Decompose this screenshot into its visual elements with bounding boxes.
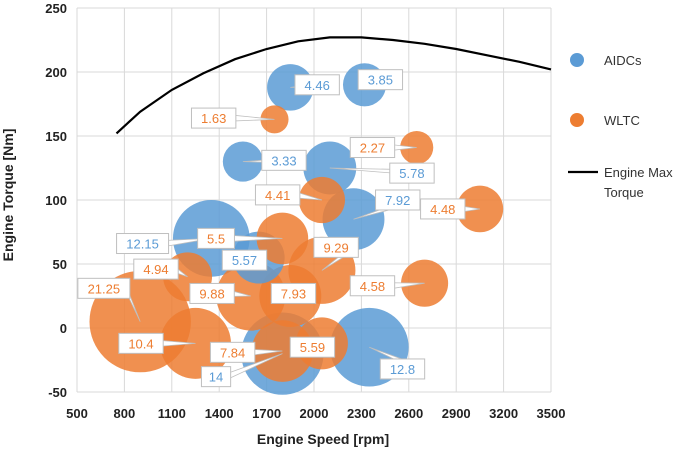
- data-label: 3.33: [271, 153, 296, 168]
- max-torque-line-group: [115, 36, 552, 135]
- data-label-box: [289, 336, 336, 358]
- data-label-box: [77, 277, 131, 299]
- data-label-box: [190, 107, 237, 129]
- data-label-box: [349, 137, 396, 159]
- data-label-box: [118, 332, 164, 354]
- data-label-box: [189, 282, 235, 304]
- tick-labels: 500 800 1100 1400 1700 2000 2300 2600 2900 3200 35…: [45, 1, 565, 421]
- x-tick-label: 2900: [442, 406, 471, 421]
- data-label: 3.85: [368, 73, 393, 88]
- data-label-box: [313, 236, 359, 258]
- data-label: 7.93: [281, 286, 306, 301]
- data-label-box: [200, 366, 232, 388]
- data-label: 5.59: [300, 340, 325, 355]
- data-label: 5.5: [207, 231, 225, 246]
- x-tick-label: 2300: [347, 406, 376, 421]
- data-label: 5.57: [232, 253, 257, 268]
- data-label: 4.48: [430, 202, 455, 217]
- data-label-box: [116, 233, 170, 255]
- y-tick-label: 100: [45, 193, 67, 208]
- data-label: 9.29: [323, 240, 348, 255]
- legend-label: WLTC: [604, 113, 640, 128]
- data-label-box: [133, 258, 179, 280]
- x-tick-label: 3200: [489, 406, 518, 421]
- data-label: 4.94: [143, 262, 168, 277]
- y-tick-label: 200: [45, 65, 67, 80]
- data-label-box: [197, 227, 235, 249]
- data-label-box: [389, 162, 435, 184]
- x-tick-label: 2600: [394, 406, 423, 421]
- x-tick-label: 500: [66, 406, 88, 421]
- x-tick-label: 1100: [158, 406, 186, 421]
- x-tick-label: 2000: [300, 406, 329, 421]
- data-label: 10.4: [128, 336, 153, 351]
- data-label-box: [375, 189, 421, 211]
- legend-marker-wltc: [570, 113, 584, 127]
- data-label: 4.58: [360, 279, 385, 294]
- data-label: 7.92: [385, 193, 410, 208]
- data-label-box: [221, 249, 268, 271]
- y-tick-label: 250: [45, 1, 67, 16]
- legend: AIDCs WLTC Engine Max Torque: [568, 53, 673, 200]
- data-label: 5.78: [399, 166, 424, 181]
- data-label-box: [357, 69, 404, 91]
- data-label: 21.25: [88, 281, 121, 296]
- y-tick-label: 150: [45, 129, 67, 144]
- y-tick-label: 50: [53, 257, 67, 272]
- data-label-box: [379, 358, 426, 380]
- data-label-box: [294, 74, 340, 96]
- data-labels: 4.46 3.85 3.33 5.78 7.92 12.15 5.57 14 12.8 1.63 2…: [77, 69, 480, 388]
- data-label: 12.8: [390, 362, 415, 377]
- data-label-box: [209, 341, 256, 363]
- legend-label: AIDCs: [604, 53, 642, 68]
- data-label: 2.27: [360, 141, 385, 156]
- data-label: 4.41: [265, 188, 290, 203]
- y-axis-title: Engine Torque [Nm]: [0, 129, 16, 262]
- legend-marker-aidcs: [570, 53, 584, 67]
- data-label-box: [349, 275, 396, 297]
- data-label: 12.15: [126, 237, 159, 252]
- x-tick-label: 1700: [252, 406, 281, 421]
- data-label: 9.88: [199, 286, 224, 301]
- data-label-box: [270, 282, 317, 304]
- y-tick-label: 0: [60, 321, 67, 336]
- legend-label: Engine Max: [604, 165, 673, 180]
- engine-max-torque-line: [115, 36, 552, 135]
- data-label: 1.63: [201, 111, 226, 126]
- data-label-box: [420, 198, 466, 220]
- data-label-box: [261, 149, 307, 171]
- data-label: 14: [209, 370, 223, 385]
- legend-label: Torque: [604, 185, 644, 200]
- data-label-box: [254, 184, 301, 206]
- y-tick-label: -50: [48, 385, 67, 400]
- x-axis-title: Engine Speed [rpm]: [257, 431, 389, 447]
- x-tick-label: 3500: [537, 406, 566, 421]
- data-label: 4.46: [305, 78, 330, 93]
- x-tick-label: 800: [114, 406, 136, 421]
- data-label: 7.84: [220, 345, 245, 360]
- x-tick-label: 1400: [205, 406, 234, 421]
